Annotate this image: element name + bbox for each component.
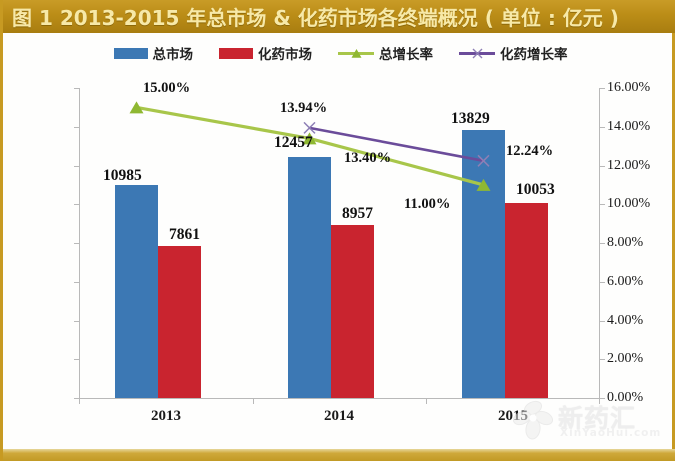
legend-label-chemical-market: 化药市场: [258, 47, 312, 63]
y-axis-right-tick-8: 8.00%: [607, 235, 644, 250]
legend-label-chemical-growth-rate: 化药增长率: [500, 47, 568, 63]
bar-total-market-2013[interactable]: [115, 185, 158, 398]
data-label-total-market-2014: 12457: [274, 134, 313, 151]
marker-total-growth-rate-2014: [302, 132, 317, 145]
y-axis-right-tick-16: 16.00%: [607, 80, 651, 95]
data-label-chemical-market-2015: 10053: [516, 181, 555, 198]
x-axis-tick-2015: 2015: [498, 408, 528, 424]
data-label-total-growth-rate-2015: 11.00%: [404, 196, 451, 212]
watermark-subtext: XinYaoHui.com: [560, 427, 662, 439]
bottom-accent-bar: [3, 449, 675, 461]
growth-rate-lines: [129, 101, 491, 191]
chart-title-bar: 图 1 2013-2015 年总市场 & 化药市场各终端概况 ( 单位 : 亿元…: [3, 0, 675, 33]
page-title: 图 1 2013-2015 年总市场 & 化药市场各终端概况 ( 单位 : 亿元…: [12, 6, 619, 30]
bar-chemical-market-2013[interactable]: [158, 245, 201, 398]
bar-chemical-market-2014[interactable]: [331, 224, 374, 398]
legend-item-total-growth-rate[interactable]: 总增长率: [338, 43, 433, 63]
legend-item-chemical-market[interactable]: 化药市场: [219, 43, 312, 63]
y-axis-right-tick-10: 10.00%: [607, 196, 651, 212]
y-axis-right-tick-14: 14.00%: [607, 118, 651, 134]
bar-total-market-2015[interactable]: [462, 130, 505, 398]
bar-total-market-2014[interactable]: [288, 156, 331, 398]
legend-item-chemical-growth-rate[interactable]: 化药增长率: [459, 43, 568, 63]
x-axis-tick-2013: 2013: [151, 408, 181, 424]
chart-plot-area: 16000 14000 12000 10000 8000 6000 4000 2…: [74, 80, 650, 424]
y-axis-right-tick-6: 6.00%: [607, 273, 644, 289]
data-label-chemical-market-2014: 8957: [342, 205, 373, 222]
data-label-chemical-growth-rate-2014: 13.94%: [280, 100, 328, 116]
y-axis-right: [599, 88, 600, 399]
y-axis-right-tick-0: 0.00%: [607, 390, 644, 405]
x-axis-tick-2014: 2014: [324, 408, 354, 424]
data-label-total-market-2013: 10985: [103, 167, 142, 184]
data-label-total-growth-rate-2014: 13.40%: [344, 150, 392, 166]
blue-square-swatch: [113, 47, 148, 59]
marker-chemical-growth-rate-2014: [303, 121, 316, 134]
y-axis-right-tick-12: 12.00%: [607, 157, 651, 173]
y-axis-right-tick-4: 4.00%: [607, 312, 644, 328]
data-label-chemical-growth-rate-2015: 12.24%: [506, 143, 554, 159]
marker-total-growth-rate-2013: [129, 101, 144, 114]
data-label-total-growth-rate-2013: 15.00%: [143, 80, 191, 96]
green-triangle-marker-icon: [338, 46, 374, 60]
x-axis: [79, 398, 600, 399]
data-label-chemical-market-2013: 7861: [169, 226, 200, 243]
purple-x-marker-icon: [459, 46, 495, 60]
line-chemical-growth-rate: [309, 126, 484, 163]
legend-label-total-growth-rate: 总增长率: [379, 47, 433, 63]
red-square-swatch: [219, 47, 253, 59]
y-axis-right-tick-2: 2.00%: [607, 351, 644, 367]
y-axis-left: [79, 88, 80, 399]
marker-total-growth-rate-2015: [476, 178, 491, 191]
data-label-total-market-2015: 13829: [451, 110, 490, 127]
legend-item-total-market[interactable]: 总市场: [113, 43, 194, 63]
bar-chemical-market-2015[interactable]: [505, 203, 548, 398]
legend-label-total-market: 总市场: [152, 47, 194, 63]
chart-legend: 总市场 化药市场 总增长率 化药增长率: [3, 40, 675, 66]
marker-chemical-growth-rate-2015: [477, 154, 490, 167]
